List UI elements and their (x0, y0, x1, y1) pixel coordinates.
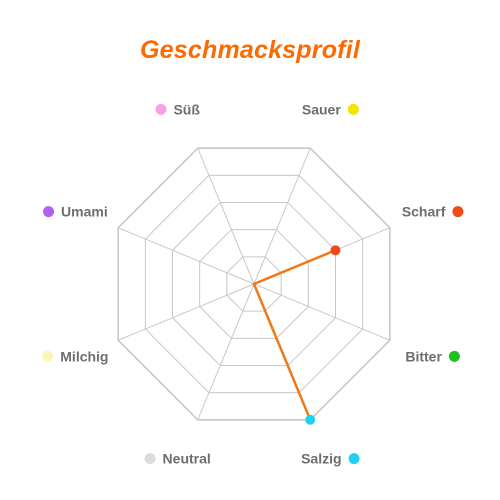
axis-label-text: Bitter (405, 348, 442, 364)
spoke-süß (197, 147, 255, 285)
spoke-milchig (117, 283, 255, 341)
axis-label-sauer: Sauer (302, 101, 359, 117)
axis-label-text: Umami (61, 204, 108, 220)
axis-label-scharf: Scharf (402, 204, 464, 220)
legend-marker-bitter (448, 350, 460, 362)
legend-marker-milchig (42, 350, 54, 362)
legend-marker-umami (43, 206, 55, 218)
axis-label-text: Milchig (60, 348, 108, 364)
data-point-salzig[interactable] (305, 414, 316, 425)
legend-marker-süß (155, 103, 167, 115)
spoke-sauer (253, 147, 311, 285)
series-area-0 (252, 248, 337, 422)
chart-title: Geschmacksprofil (140, 36, 360, 64)
axis-label-text: Neutral (163, 451, 211, 467)
legend-marker-neutral (144, 453, 156, 465)
axis-labels: Sauer Scharf Bitter Salzig Neutral Milchig Uma… (42, 101, 464, 467)
axis-label-umami: Umami (43, 204, 108, 220)
axis-label-text: Süß (173, 101, 200, 117)
legend-marker-salzig (348, 453, 360, 465)
axis-label-salzig: Salzig (301, 451, 360, 467)
radar-series (252, 245, 341, 425)
spoke-umami (117, 227, 255, 285)
data-point-scharf[interactable] (330, 245, 341, 256)
axis-label-bitter: Bitter (405, 348, 460, 364)
spoke-bitter (253, 283, 391, 341)
axis-label-text: Salzig (301, 451, 341, 467)
axis-label-neutral: Neutral (144, 451, 211, 467)
legend-marker-sauer (347, 103, 359, 115)
axis-label-text: Sauer (302, 101, 341, 117)
spoke-neutral (197, 283, 255, 421)
axis-label-text: Scharf (402, 204, 446, 220)
axis-label-milchig: Milchig (42, 348, 109, 364)
legend-marker-scharf (452, 206, 464, 218)
axis-label-süß: Süß (155, 101, 200, 117)
